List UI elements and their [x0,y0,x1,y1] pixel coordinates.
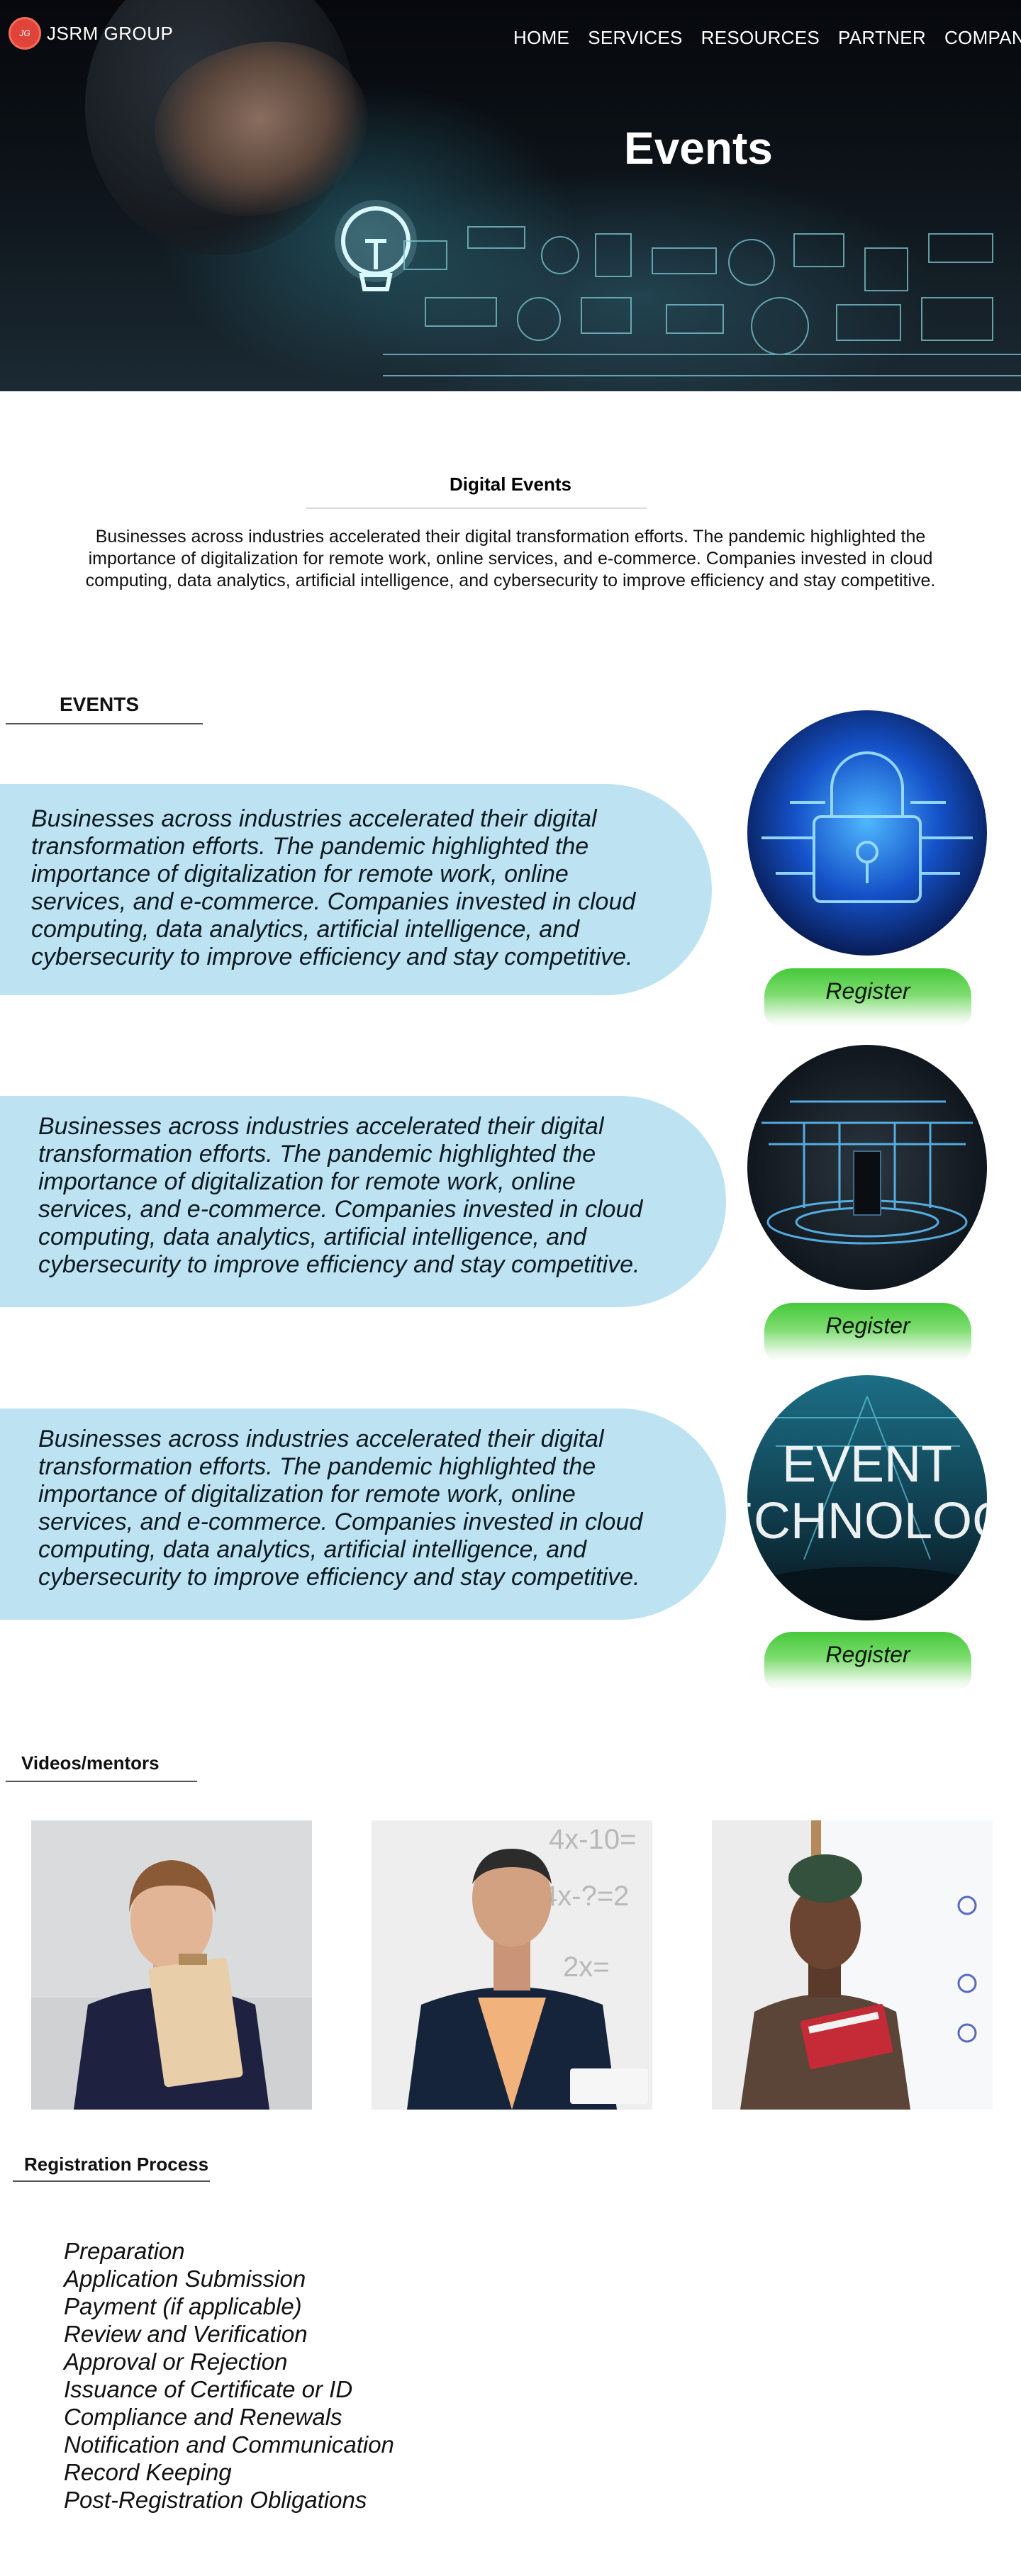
mentor-photo-woman-clipboard[interactable] [31,1820,312,2110]
logo-mark-icon: JG [9,17,41,50]
event-card-2: Businesses across industries accelerated… [0,1096,726,1307]
nav-services[interactable]: SERVICES [588,27,683,48]
lightbulb-icon [335,200,417,291]
register-button[interactable]: Register [764,968,971,1026]
registration-step: Notification and Communication [64,2431,394,2458]
registration-step: Record Keeping [64,2459,232,2485]
hero-banner: JG JSRM GROUP HOME SERVICES RESOURCES PA… [0,0,1021,391]
registration-steps-list: Preparation Application Submission Payme… [64,2237,394,2514]
registration-heading: Registration Process [24,2154,209,2175]
event-description: Businesses across industries accelerated… [38,1426,643,1591]
digital-events-text: Businesses across industries accelerated… [85,527,936,590]
register-button[interactable]: Register [764,1303,971,1361]
brand-logo[interactable]: JG JSRM GROUP [9,17,173,50]
register-button[interactable]: Register [764,1632,971,1690]
registration-step: Review and Verification [64,2321,308,2347]
mentor-photo-woman-books[interactable] [712,1820,993,2110]
svg-text:2x=: 2x= [563,1951,610,1983]
event-card-1: Businesses across industries accelerated… [0,784,712,995]
tech-graphics-overlay [383,226,1021,376]
event-description: Businesses across industries accelerated… [38,1113,643,1278]
digital-events-title: Digital Events [450,474,571,495]
registration-step: Preparation [64,2238,185,2264]
mentor-photo-man-whiteboard[interactable]: 4x-10= 4x-?=2 2x= [372,1820,652,2110]
nav-home[interactable]: HOME [513,27,570,48]
divider [6,1781,197,1782]
registration-step: Approval or Rejection [64,2348,288,2375]
registration-step: Compliance and Renewals [64,2404,342,2430]
divider [13,2180,210,2182]
registration-step: Issuance of Certificate or ID [64,2376,353,2402]
event-image-text-line1: EVENT [782,1436,952,1493]
registration-step: Payment (if applicable) [64,2293,302,2319]
svg-text:4x-10=: 4x-10= [549,1824,636,1855]
event-description: Businesses across industries accelerated… [31,805,636,970]
event-image-event-technology[interactable]: EVENT TECHNOLOGY [747,1375,987,1620]
logo-text: JSRM GROUP [47,22,174,44]
event-image-text-line2: TECHNOLOGY [747,1493,987,1550]
registration-step: Post-Registration Obligations [64,2487,367,2513]
divider [6,723,203,724]
svg-text:4x-?=2: 4x-?=2 [542,1881,629,1912]
nav-resources[interactable]: RESOURCES [701,27,820,48]
main-nav: HOME SERVICES RESOURCES PARTNER COMPANY [513,27,1021,49]
page-title: Events [624,123,773,174]
event-image-data-center[interactable] [747,1045,987,1290]
registration-step: Application Submission [64,2266,306,2292]
event-card-3: Businesses across industries accelerated… [0,1409,726,1620]
divider [306,508,647,509]
videos-heading: Videos/mentors [21,1752,160,1774]
event-image-cyber-lock[interactable] [747,710,987,956]
events-heading: EVENTS [60,693,140,715]
nav-partner[interactable]: PARTNER [838,27,926,48]
nav-company[interactable]: COMPANY [944,27,1021,48]
